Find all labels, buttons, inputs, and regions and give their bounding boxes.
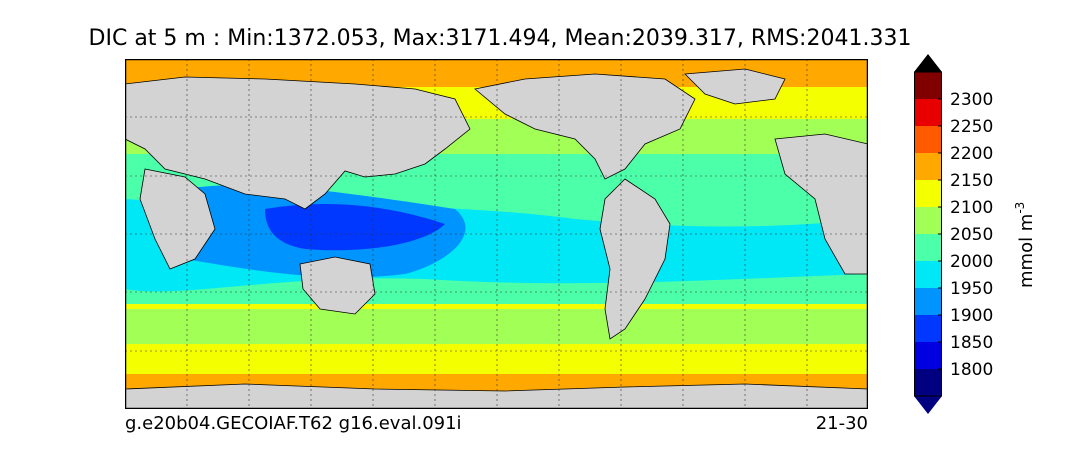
colorbar-tick-label: 2100: [950, 198, 993, 218]
colorbar-band: [914, 342, 942, 370]
ocean-dic-map: [125, 59, 868, 409]
colorbar-band: [914, 72, 942, 100]
colorbar-tick-label: 2150: [950, 171, 993, 191]
colorbar-band: [914, 153, 942, 181]
colorbar-tick-label: 1900: [950, 306, 993, 326]
southern-ocean-band: [125, 344, 868, 374]
units-text: mmol m: [1016, 214, 1037, 288]
south-temperate-band: [125, 309, 868, 344]
colorbar-band: [914, 369, 942, 397]
colorbar-band: [914, 126, 942, 154]
colorbar-band: [914, 315, 942, 343]
land-south-america: [599, 178, 671, 340]
run-id-label: g.e20b04.GECOIAF.T62 g16.eval.091i: [125, 413, 462, 434]
warm-pool-low: [265, 204, 445, 251]
colorbar-tick-label: 1950: [950, 279, 993, 299]
colorbar-band: [914, 234, 942, 262]
colorbar-tick-label: 2250: [950, 117, 993, 137]
colorbar: 1800 1850 1900 1950 2000 2050 2100 2150 2200 2250…: [914, 54, 993, 414]
land-africa-east: [139, 168, 216, 270]
colorbar-band: [914, 288, 942, 316]
colorbar-band: [914, 99, 942, 127]
colorbar-band: [914, 180, 942, 208]
svg-text:mmol m-3: mmol m-3: [1013, 202, 1037, 288]
colorbar-tick-label: 2050: [950, 225, 993, 245]
colorbar-band: [914, 207, 942, 235]
colorbar-tick-label: 2000: [950, 252, 993, 272]
units-exponent: -3: [1013, 202, 1027, 214]
land-north-america: [474, 73, 696, 180]
colorbar-tick-label: 2200: [950, 144, 993, 164]
colorbar-top-arrow: [914, 54, 942, 72]
land-australia: [299, 256, 376, 315]
graticule: [125, 59, 868, 409]
map-border: [125, 59, 868, 409]
colorbar-tick-label: 1800: [950, 360, 993, 380]
land-masses: [125, 68, 868, 409]
colorbar-tick-label: 2300: [950, 90, 993, 110]
colorbar-band: [914, 261, 942, 289]
colorbar-bottom-arrow: [914, 396, 942, 414]
map-title: DIC at 5 m : Min:1372.053, Max:3171.494,…: [88, 26, 912, 51]
colorbar-units-label: mmol m-3: [1013, 202, 1037, 288]
land-africa-west: [774, 133, 868, 275]
years-label: 21-30: [815, 413, 868, 434]
colorbar-tick-label: 1850: [950, 333, 993, 353]
